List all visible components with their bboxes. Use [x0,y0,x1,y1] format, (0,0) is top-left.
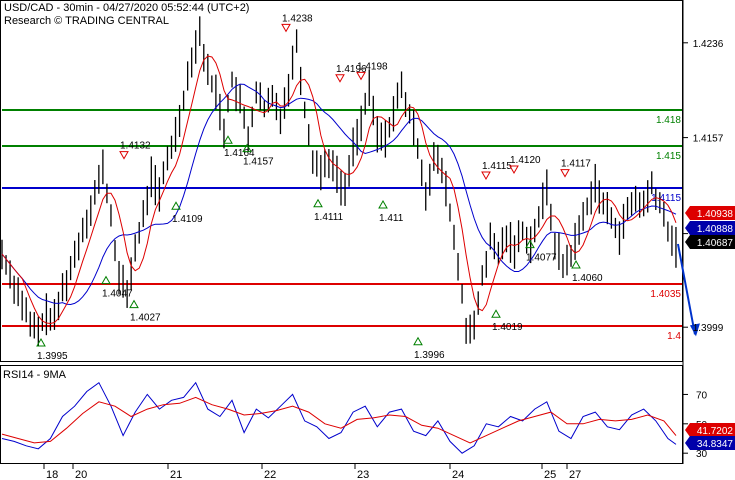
time-tick-label: 18 [46,469,58,480]
support-triangle-icon [525,239,535,249]
ma-fast-line [1,55,677,325]
rsi-tick-label: 30 [696,449,708,460]
support-triangle-icon [413,336,423,346]
rsi-value-label: 34.8347 [697,439,734,450]
low-label: 1.3995 [37,351,68,362]
level-lines: 1.418 1.415 1.4115 1.4035 1.4 [2,109,682,342]
high-label: 1.4196 [336,64,367,75]
level-label: 1.4115 [651,193,681,204]
high-label: 1.4238 [282,13,313,24]
high-label: 1.4120 [510,155,541,166]
low-label: 1.4111 [314,212,344,223]
price-tags: 1.40938 1.40888 1.40687 [685,206,735,249]
support-triangle-icon [242,143,252,153]
rsi-series [1,381,677,454]
rsi-title: RSI14 - 9MA [3,369,67,381]
rsi-value-tag [685,436,735,450]
time-tick-label: 25 [544,469,556,480]
support-triangle-icon [313,198,323,208]
high-label: 1.4115 [482,161,512,172]
low-label: 1.4019 [492,322,523,333]
low-label: 1.4027 [130,313,161,324]
time-tick-label: 23 [357,469,369,480]
level-label: 1.4035 [650,289,681,300]
time-axis: 18 20 21 22 23 24 25 27 [43,464,581,480]
rsi-panel-frame [0,365,683,464]
rsi-value-tag [685,423,735,437]
time-tick-label: 27 [569,469,581,480]
rsi-ma-line [1,396,677,444]
ma-slow-line [1,83,677,306]
low-label: 1.411 [379,213,404,224]
low-label: 1.4047 [102,289,133,300]
support-triangle-icon [171,201,181,210]
time-tick-label: 21 [170,469,182,480]
support-triangle-icon [101,275,111,285]
support-triangle-icon [36,337,46,347]
time-tick-label: 20 [75,469,87,480]
chart-source: Research © TRADING CENTRAL [4,15,169,27]
price-tick-label: 1.4236 [693,39,724,50]
low-label: 1.4157 [243,157,274,168]
support-triangle-icon [223,135,233,144]
time-tick-label: 24 [452,469,464,480]
level-label: 1.415 [656,151,681,162]
resistance-triangle-icon [356,71,366,81]
support-triangle-icon [491,309,501,318]
support-triangle-icon [129,299,139,309]
rsi-value-label: 41.7202 [697,426,734,437]
low-label: 1.4060 [572,273,603,284]
support-triangle-icon [571,259,581,269]
level-label: 1.4 [667,331,681,342]
resistance-triangle-icon [335,74,345,83]
low-label: 1.4077 [526,253,557,264]
low-label: 1.3996 [414,350,445,361]
price-annotations: 1.39951.40471.40271.41321.41091.41641.41… [36,13,603,362]
high-label: 1.4198 [357,61,388,72]
support-triangle-icon [378,199,388,209]
forecast-arrow [676,243,696,335]
high-label: 1.4117 [561,159,591,170]
chart-title: USD/CAD - 30min - 04/27/2020 05:52:44 (U… [4,2,249,14]
rsi-tick-label: 70 [696,390,708,401]
low-label: 1.4109 [172,214,203,225]
price-tick-label: 1.3999 [693,323,724,334]
price-tag [685,221,735,235]
resistance-triangle-icon [119,151,129,160]
time-tick-label: 22 [264,469,276,480]
rsi-line [1,381,677,454]
price-tag [685,206,735,220]
high-label: 1.4132 [120,141,151,152]
price-tag [685,235,735,249]
resistance-triangle-icon [560,169,570,178]
price-tag-label: 1.40687 [697,238,734,249]
price-series [1,16,700,347]
resistance-triangle-icon [509,165,519,175]
resistance-triangle-icon [481,171,491,181]
level-label: 1.418 [656,115,681,126]
price-tick-label: 1.4157 [693,134,724,145]
low-label: 1.4164 [224,148,255,159]
forecast-arrow-head [689,323,700,337]
price-tag-label: 1.40938 [697,209,734,220]
price-tag-label: 1.40888 [697,224,734,235]
resistance-triangle-icon [281,23,291,33]
